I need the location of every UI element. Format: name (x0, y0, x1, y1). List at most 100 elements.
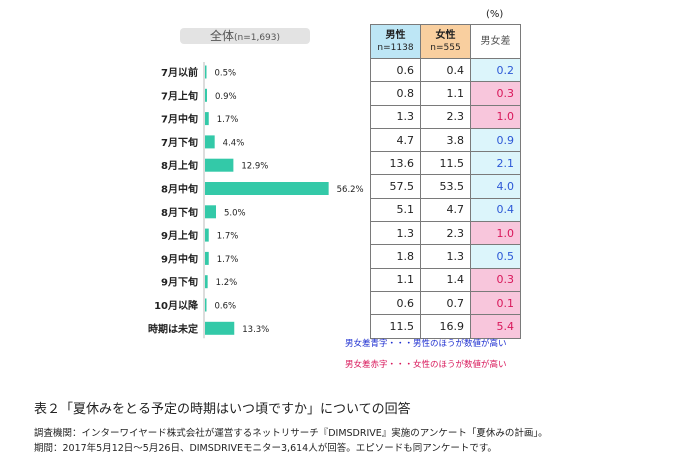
male-value: 1.3 (370, 221, 421, 246)
bar-chart: 7月以前 0.5% 7月上旬 0.9% 7月中旬 1.7% 7月下旬 4.4% 8月上旬 12.9… (148, 62, 364, 339)
caption-title: 表２「夏休みをとる予定の時期はいつ頃ですか」についての回答 (34, 402, 411, 417)
female-value: 1.1 (420, 81, 471, 106)
bar (205, 275, 208, 289)
value-label: 5.0% (224, 208, 246, 218)
table-row: 1.1 1.4 0.3 (370, 267, 521, 292)
table-header-row: 男性 n=1138 女性 n=555 男女差 (370, 24, 521, 59)
male-value: 0.8 (370, 81, 421, 106)
category-label: 7月中旬 (161, 113, 198, 126)
category-label: 9月上旬 (161, 229, 198, 242)
source-note-line1: 調査機関：インターワイヤード株式会社が運営するネットリサーチ『DIMSDRIVE… (34, 428, 548, 439)
category-label: 時期は未定 (148, 322, 198, 335)
bar (205, 228, 209, 242)
table-row: 57.5 53.5 4.0 (370, 174, 521, 199)
bar (205, 112, 209, 126)
diff-value: 0.3 (470, 267, 521, 292)
diff-value: 5.4 (470, 314, 521, 339)
value-label: 1.7% (217, 255, 239, 265)
bar (205, 205, 216, 219)
bar (205, 321, 235, 335)
female-value: 4.7 (420, 197, 471, 223)
female-value: 3.8 (420, 127, 471, 153)
male-value: 1.1 (370, 267, 421, 292)
legend-blue: 男女差青字・・・男性のほうが数値が高い (345, 339, 507, 349)
value-label: 1.2% (216, 278, 238, 288)
diff-value: 1.0 (470, 221, 521, 246)
table-row: 1.3 2.3 1.0 (370, 104, 521, 129)
male-header: 男性 n=1138 (370, 24, 421, 59)
diff-value: 0.5 (470, 244, 521, 269)
female-header-label: 女性 (435, 29, 456, 41)
table-row: 0.8 1.1 0.3 (370, 81, 521, 106)
table-row: 0.6 0.4 0.2 (370, 57, 521, 83)
category-label: 10月以降 (154, 299, 199, 312)
overall-label: 全体(n=1,693) (180, 28, 310, 44)
male-value: 13.6 (370, 151, 421, 176)
overall-n: (n=1,693) (233, 33, 281, 43)
female-value: 1.4 (420, 267, 471, 292)
value-label: 0.9% (215, 92, 237, 102)
female-value: 1.3 (420, 244, 471, 269)
category-label: 7月以前 (161, 66, 198, 79)
bar (205, 251, 209, 265)
female-value: 53.5 (420, 174, 471, 199)
value-label: 12.9% (241, 162, 268, 172)
diff-value: 0.9 (470, 127, 521, 153)
table-row: 0.6 0.7 0.1 (370, 290, 521, 316)
value-label: 1.7% (217, 115, 239, 125)
bar (205, 88, 207, 102)
female-value: 2.3 (420, 221, 471, 246)
category-label: 8月下旬 (161, 206, 198, 219)
value-label: 1.7% (217, 232, 239, 242)
value-label: 4.4% (223, 138, 245, 148)
value-label: 0.5% (215, 69, 237, 79)
bar (205, 182, 329, 195)
male-value: 1.3 (370, 104, 421, 129)
bar (205, 65, 207, 79)
male-value: 4.7 (370, 127, 421, 153)
female-value: 0.4 (420, 57, 471, 83)
diff-header: 男女差 (470, 24, 521, 59)
bar (205, 135, 215, 149)
female-value: 16.9 (420, 314, 471, 339)
value-label: 13.3% (242, 325, 269, 335)
diff-value: 0.3 (470, 81, 521, 106)
unit-label: (%) (486, 9, 504, 20)
table-row: 1.8 1.3 0.5 (370, 244, 521, 269)
table-row: 13.6 11.5 2.1 (370, 151, 521, 176)
diff-value: 4.0 (470, 174, 521, 199)
male-value: 0.6 (370, 57, 421, 83)
diff-value: 2.1 (470, 151, 521, 176)
diff-value: 0.1 (470, 290, 521, 316)
diff-value: 1.0 (470, 104, 521, 129)
diff-value: 0.2 (470, 57, 521, 83)
female-n: n=555 (430, 42, 461, 53)
category-label: 8月中旬 (161, 183, 198, 196)
table-row: 5.1 4.7 0.4 (370, 197, 521, 223)
female-header: 女性 n=555 (420, 24, 471, 59)
female-value: 11.5 (420, 151, 471, 176)
table-row: 4.7 3.8 0.9 (370, 127, 521, 153)
bar (205, 158, 234, 172)
diff-value: 0.4 (470, 197, 521, 223)
value-label: 0.6% (215, 302, 237, 312)
male-n: n=1138 (377, 42, 414, 53)
female-value: 0.7 (420, 290, 471, 316)
data-table: 男性 n=1138 女性 n=555 男女差 0.6 0.4 0.2 0.8 1.1 0.3 1… (370, 24, 521, 339)
male-value: 11.5 (370, 314, 421, 339)
category-label: 9月中旬 (161, 252, 198, 265)
male-value: 57.5 (370, 174, 421, 199)
male-value: 1.8 (370, 244, 421, 269)
male-header-label: 男性 (385, 29, 406, 41)
male-value: 5.1 (370, 197, 421, 223)
overall-label-text: 全体 (209, 29, 234, 43)
category-label: 7月上旬 (161, 89, 198, 102)
table-row: 11.5 16.9 5.4 (370, 314, 521, 339)
legend-red: 男女差赤字・・・女性のほうが数値が高い (345, 360, 507, 370)
source-note-line2: 期間：2017年5月12日～5月26日、DIMSDRIVEモニター3,614人が… (34, 443, 497, 454)
male-value: 0.6 (370, 290, 421, 316)
value-label: 56.2% (337, 185, 364, 195)
category-label: 8月上旬 (161, 159, 198, 172)
category-label: 7月下旬 (161, 136, 198, 149)
table-row: 1.3 2.3 1.0 (370, 221, 521, 246)
